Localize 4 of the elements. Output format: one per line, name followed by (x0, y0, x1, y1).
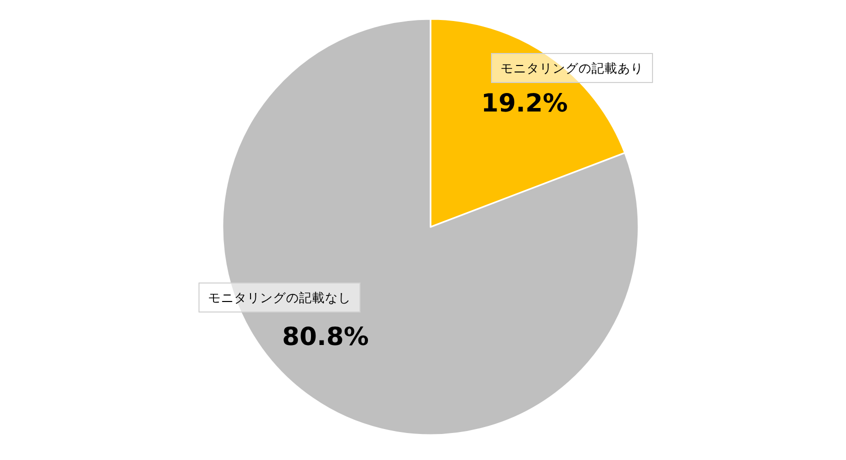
slice-label: モニタリングの記載なし (208, 290, 351, 305)
data-label: 80.8% (282, 322, 369, 351)
data-label: 19.2% (481, 88, 568, 118)
slice-label: モニタリングの記載あり (500, 60, 644, 76)
